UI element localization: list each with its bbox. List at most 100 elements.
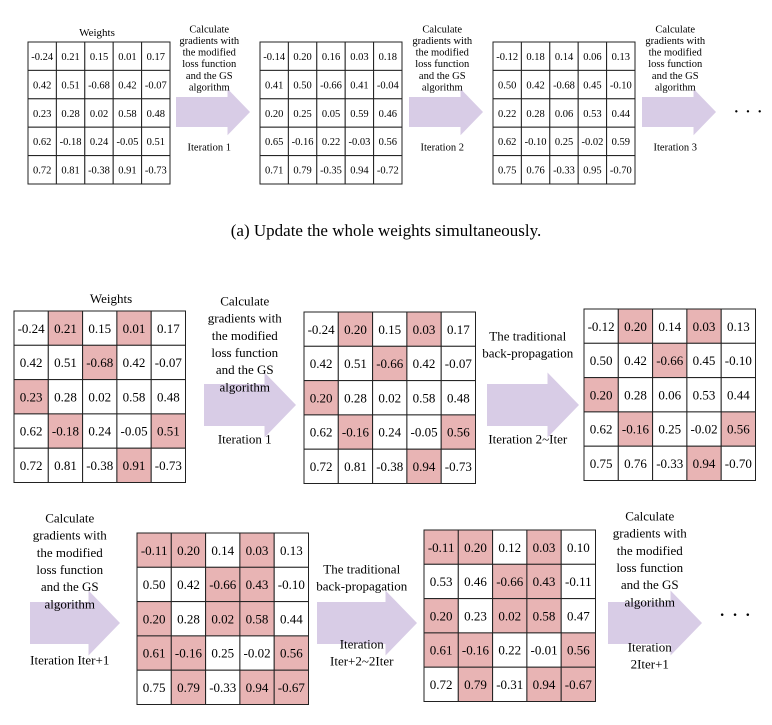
- matrix-cell: [372, 380, 408, 416]
- cell-value: 0.46: [464, 574, 487, 589]
- iteration-label: 2Iter+1: [631, 657, 669, 672]
- cell-value: 0.45: [583, 80, 601, 91]
- cell-value: 0.02: [498, 608, 521, 623]
- cell-value: 0.03: [246, 543, 269, 558]
- matrix-cell: [136, 669, 172, 706]
- panel-b-arrow-4: The traditional back-propagation Iteration…: [316, 561, 417, 669]
- matrix-cell: [303, 345, 339, 382]
- cell-value: -0.16: [342, 425, 370, 440]
- matrix-cell: [583, 445, 619, 482]
- cell-value: -0.07: [445, 356, 473, 371]
- matrix-cell: [150, 310, 186, 346]
- arrow-label-line: and the GS: [216, 362, 274, 377]
- cell-value: 0.18: [379, 52, 397, 63]
- cell-value: 0.02: [90, 109, 108, 120]
- cell-value: -0.72: [377, 166, 399, 177]
- cell-value: -0.05: [411, 425, 438, 440]
- cell-value: 0.03: [350, 52, 368, 63]
- arrow-shape: [30, 590, 120, 656]
- cell-value: 0.42: [118, 80, 136, 91]
- matrix-cell: [316, 155, 346, 185]
- panel-b-matrix-2: -0.24 0.20 0.15 0.03 0.17 0.42 0.51 -0.66 0.42 -0…: [303, 311, 477, 485]
- cell-value: 0.72: [20, 458, 43, 473]
- cell-value: 0.42: [177, 577, 200, 592]
- cell-value: 0.42: [624, 353, 647, 368]
- arrow-label-line: loss function: [182, 59, 237, 70]
- cell-value: -0.33: [656, 456, 683, 471]
- matrix-cell: [205, 669, 241, 706]
- arrow-label-line: gradients with: [179, 36, 240, 47]
- panel-a-caption: (a) Update the whole weights simultaneou…: [231, 221, 542, 240]
- cell-value: 0.79: [293, 166, 311, 177]
- cell-value: -0.10: [610, 80, 632, 91]
- cell-value: 0.75: [590, 456, 613, 471]
- cell-value: 0.28: [177, 611, 200, 626]
- highlighted-cell: [239, 532, 275, 568]
- arrow-label-line: loss function: [648, 59, 703, 70]
- highlighted-cell: [239, 566, 275, 603]
- matrix-cell: [316, 98, 346, 128]
- cell-value: 0.53: [693, 387, 716, 402]
- matrix-cell: [141, 126, 171, 157]
- cell-value: -0.11: [428, 540, 455, 555]
- matrix-cell: [84, 98, 114, 128]
- matrix-cell: [287, 126, 318, 157]
- panel-b-ellipsis: · · ·: [719, 602, 752, 627]
- cell-value: 0.62: [33, 137, 51, 148]
- matrix-cell: [337, 380, 374, 416]
- arrow-label-line: gradients with: [33, 528, 108, 543]
- cell-value: 0.41: [265, 80, 283, 91]
- arrow-label-line: gradients with: [645, 36, 706, 47]
- cell-value: 0.65: [265, 137, 283, 148]
- highlighted-cell: [560, 632, 597, 668]
- cell-value: -0.16: [462, 643, 490, 658]
- cell-value: 0.15: [90, 52, 108, 63]
- cell-value: 0.20: [464, 540, 487, 555]
- cell-value: 0.56: [280, 646, 303, 661]
- matrix-cell: [84, 41, 114, 71]
- highlighted-cell: [170, 532, 207, 568]
- matrix-cell: [82, 379, 118, 415]
- matrix-cell: [116, 344, 152, 381]
- highlighted-cell: [273, 635, 310, 671]
- cell-value: -0.31: [496, 677, 523, 692]
- cell-value: 0.79: [177, 680, 200, 695]
- panel-a-weights-label: Weights: [79, 27, 115, 39]
- cell-value: -0.66: [320, 80, 342, 91]
- cell-value: -0.24: [31, 52, 54, 63]
- matrix-cell: [492, 529, 528, 565]
- cell-value: 0.28: [624, 387, 647, 402]
- matrix-cell: [406, 414, 442, 450]
- cell-value: 0.05: [322, 109, 340, 120]
- cell-value: -0.33: [553, 166, 575, 177]
- highlighted-cell: [423, 632, 459, 668]
- matrix-cell: [141, 41, 171, 71]
- cell-value: 0.17: [447, 322, 470, 337]
- cell-value: -0.12: [588, 319, 615, 334]
- panel-b-matrix-4: -0.11 0.20 0.14 0.03 0.13 0.50 0.42 -0.66 0.43 -0…: [136, 532, 310, 706]
- matrix-cell: [606, 98, 636, 128]
- cell-value: -0.70: [610, 166, 632, 177]
- highlighted-cell: [526, 598, 562, 634]
- cell-value: 0.22: [322, 137, 340, 148]
- matrix-cell: [617, 377, 654, 413]
- arrow-label-line: algorithm: [219, 379, 270, 394]
- cell-value: 0.46: [379, 109, 397, 120]
- cell-value: 0.15: [378, 322, 401, 337]
- panel-a-ellipsis: · · ·: [733, 101, 763, 123]
- cell-value: 0.94: [413, 459, 436, 474]
- arrow-label-line: Calculate: [625, 508, 674, 523]
- cell-value: 0.01: [123, 321, 146, 336]
- cell-value: 0.51: [61, 80, 79, 91]
- matrix-cell: [423, 563, 459, 600]
- arrow-label-line: Calculate: [422, 24, 462, 35]
- matrix-cell: [372, 448, 408, 485]
- matrix-cell: [606, 155, 636, 185]
- cell-value: 0.20: [310, 390, 333, 405]
- cell-value: 0.44: [612, 109, 631, 120]
- cell-value: -0.66: [209, 577, 237, 592]
- matrix-cell: [549, 41, 579, 71]
- arrow-label-line: gradients with: [613, 526, 688, 541]
- cell-value: 0.23: [464, 608, 487, 623]
- cell-value: 0.61: [430, 643, 453, 658]
